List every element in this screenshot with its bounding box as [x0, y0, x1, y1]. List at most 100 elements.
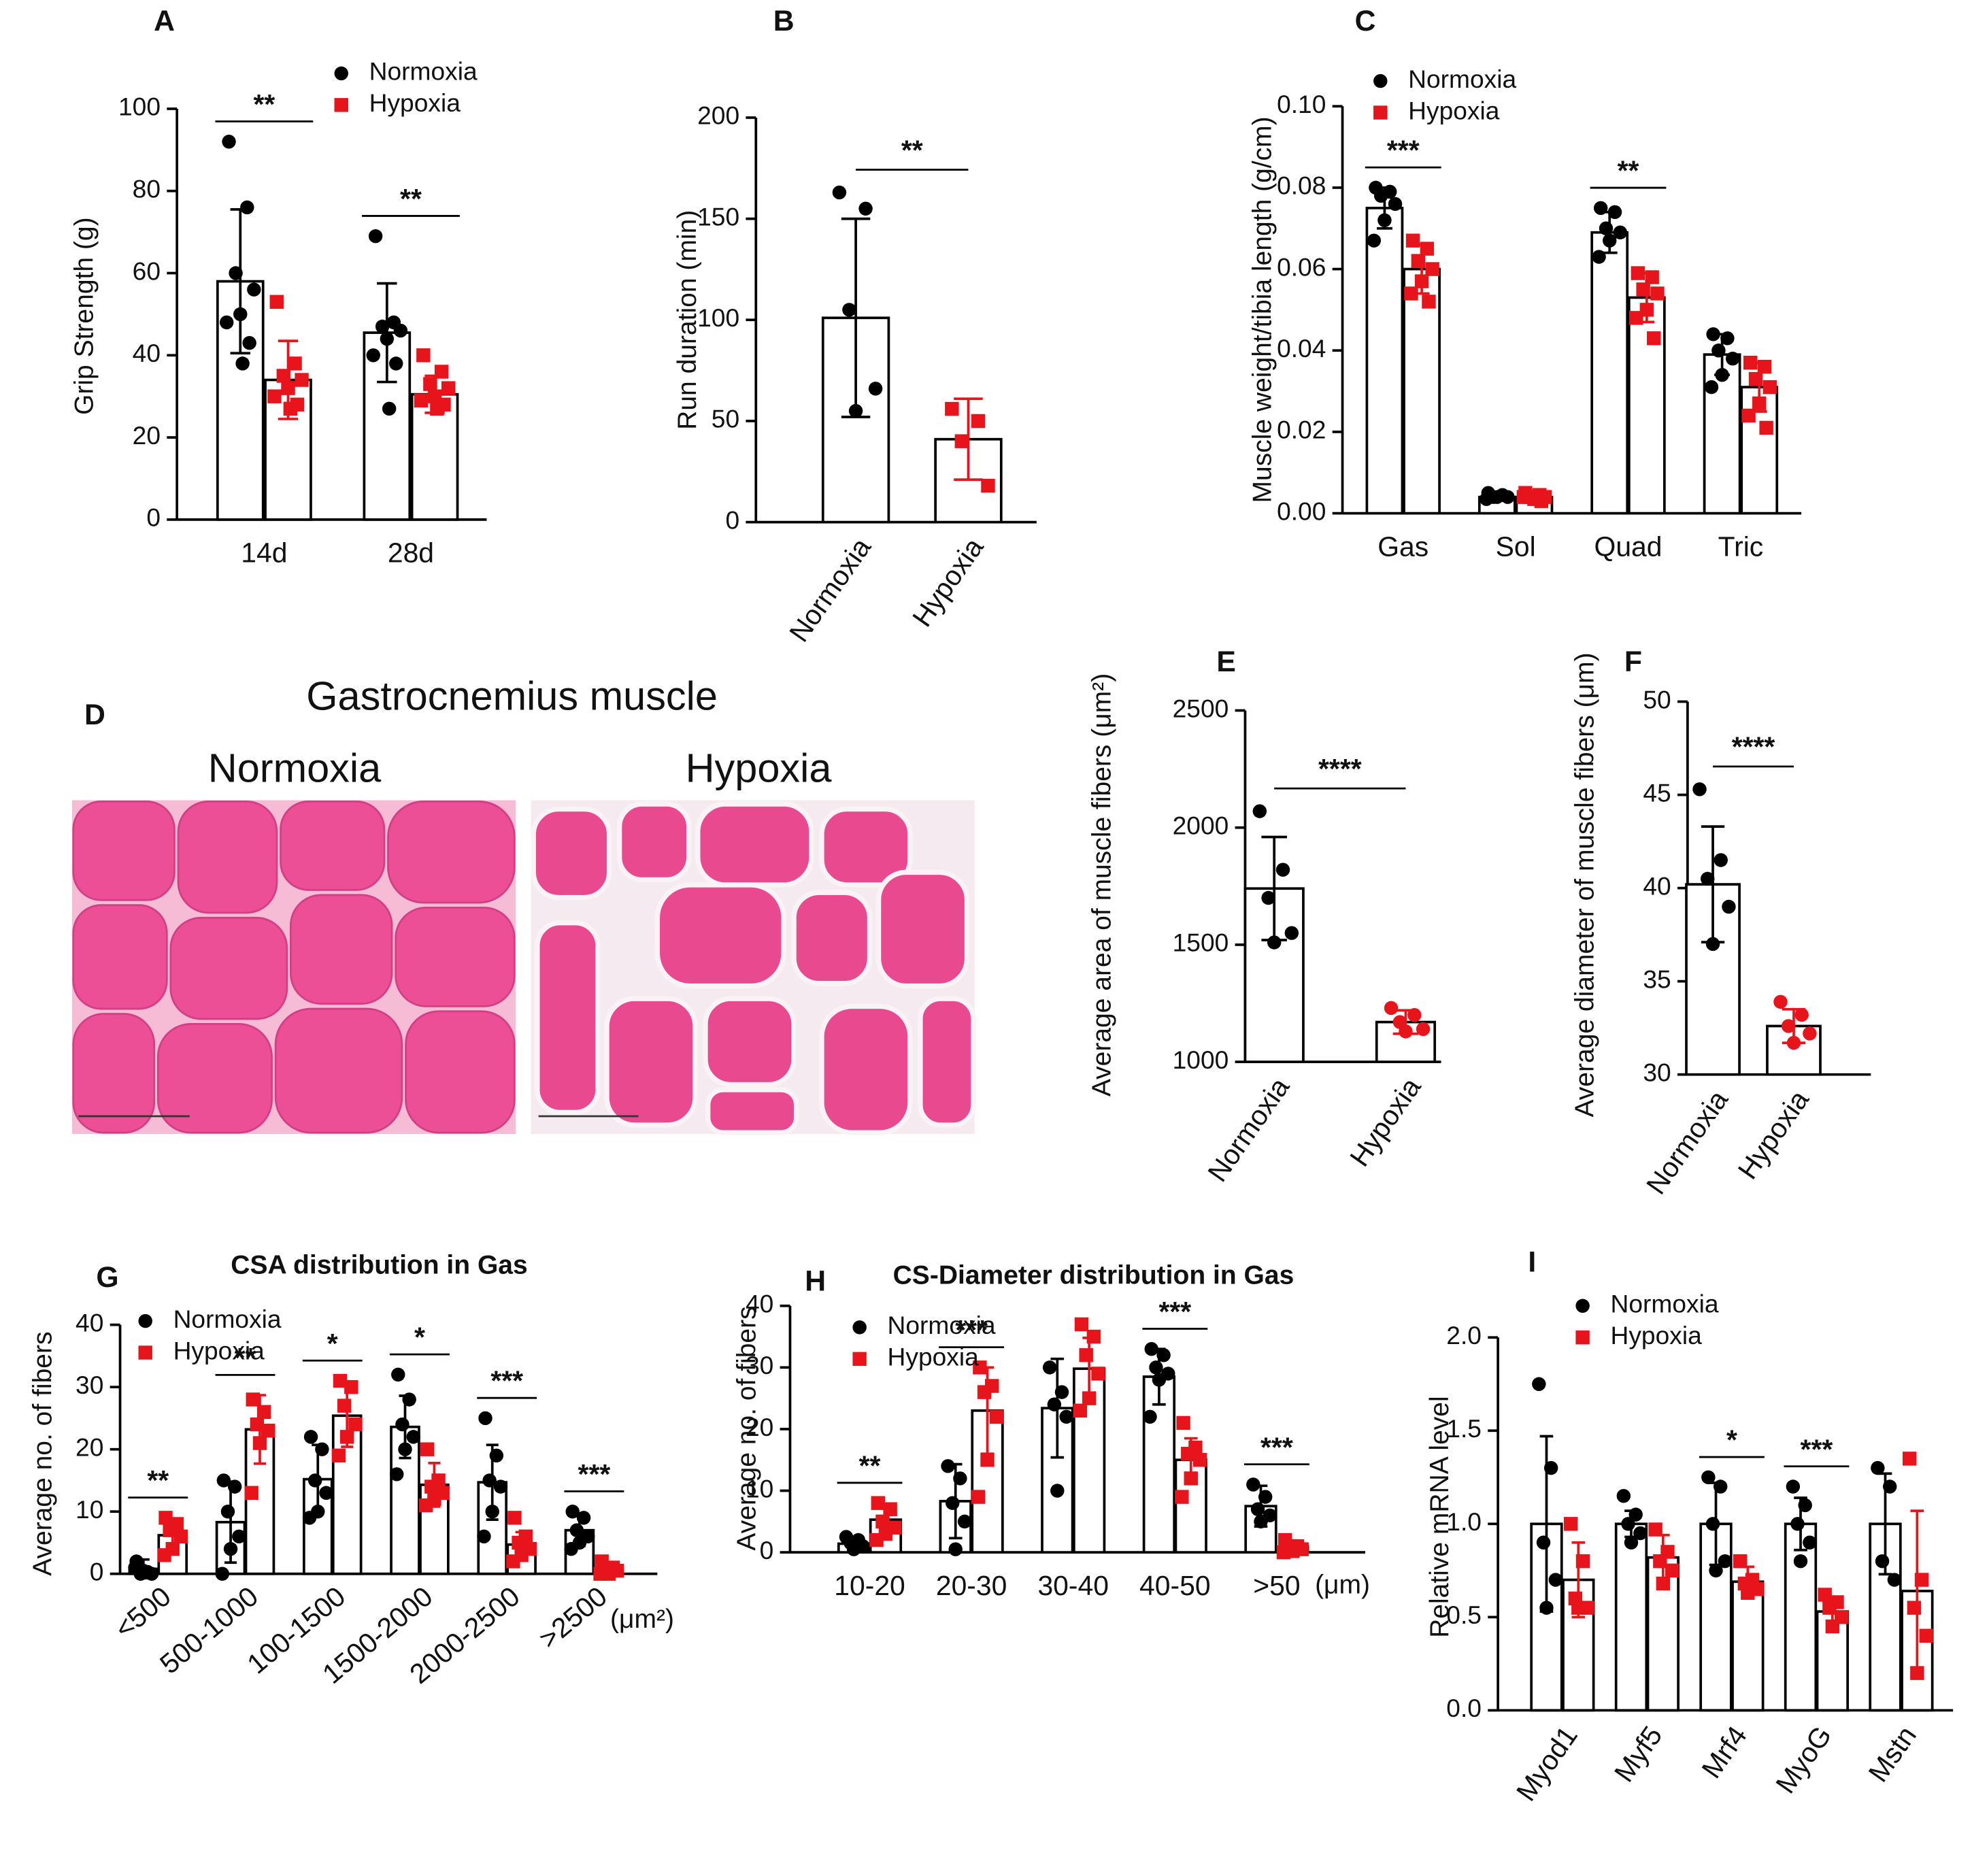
panel-letter: A — [154, 5, 175, 37]
data-point — [240, 200, 254, 215]
data-point — [1902, 1452, 1917, 1466]
significance-label: ** — [901, 134, 923, 165]
data-point — [1175, 1490, 1189, 1504]
data-point — [1639, 303, 1654, 317]
data-point — [1086, 1329, 1101, 1344]
data-point — [232, 1529, 246, 1544]
y-tick-label: 30 — [76, 1371, 103, 1399]
y-tick-label: 0.00 — [1277, 497, 1326, 525]
panel-letter: E — [1216, 646, 1236, 678]
y-tick-label: 0.08 — [1277, 171, 1326, 200]
y-axis-label: Grip Strength (g) — [70, 217, 99, 415]
data-point — [1907, 1601, 1922, 1615]
data-point — [1602, 233, 1617, 248]
data-point — [1773, 994, 1788, 1009]
legend-label: Normoxia — [888, 1311, 996, 1339]
data-point — [1261, 890, 1275, 905]
data-point — [1607, 205, 1622, 220]
data-point — [1082, 1391, 1097, 1405]
x-tick-label: Mrf4 — [1695, 1720, 1753, 1783]
data-point — [1176, 1416, 1190, 1430]
data-point — [252, 1436, 267, 1450]
bar — [1365, 206, 1404, 515]
data-point — [1645, 270, 1659, 284]
significance-label: *** — [1387, 135, 1420, 166]
data-point — [1722, 899, 1736, 914]
chart-title: CSA distribution in Gas — [231, 1250, 527, 1279]
data-point — [1074, 1317, 1089, 1332]
legend-label: Normoxia — [1408, 65, 1516, 93]
data-point — [276, 369, 291, 383]
data-point — [565, 1504, 580, 1519]
legend-marker — [1575, 1299, 1590, 1313]
y-axis-label: Average no. of fibers — [28, 1332, 57, 1576]
data-point — [1818, 1588, 1832, 1602]
data-point — [250, 1417, 265, 1432]
data-point — [1184, 1471, 1198, 1486]
data-point — [261, 1424, 275, 1438]
data-point — [302, 1511, 317, 1525]
data-point — [1534, 494, 1549, 508]
data-point — [222, 135, 236, 149]
data-point — [1887, 1573, 1902, 1587]
data-point — [1650, 286, 1665, 301]
data-point — [1762, 380, 1777, 395]
significance-label: * — [414, 1322, 425, 1353]
data-point — [315, 1442, 329, 1456]
data-point — [842, 303, 856, 317]
legend-marker — [1575, 1330, 1590, 1345]
legend-label: Hypoxia — [369, 88, 461, 117]
y-tick-label: 60 — [133, 256, 161, 285]
data-point — [344, 1379, 358, 1394]
histology-hypoxia — [531, 800, 976, 1135]
significance-label: *** — [578, 1458, 611, 1490]
x-tick-label: 20-30 — [936, 1570, 1007, 1601]
data-point — [1741, 408, 1756, 423]
y-tick-label: 40 — [1643, 871, 1671, 900]
data-point — [869, 1532, 884, 1547]
data-point — [1624, 1535, 1639, 1550]
data-point — [1715, 367, 1729, 382]
bar — [1731, 1580, 1765, 1712]
data-point — [216, 1473, 231, 1488]
data-point — [1803, 1535, 1817, 1550]
data-point — [1050, 1484, 1065, 1498]
y-tick-label: 30 — [746, 1351, 773, 1379]
significance-label: * — [1726, 1424, 1737, 1456]
data-point — [1420, 241, 1435, 256]
data-point — [233, 307, 248, 322]
data-point — [269, 295, 284, 309]
y-axis-label: Muscle weight/tibia length (g/cm) — [1248, 116, 1277, 503]
data-point — [1822, 1601, 1837, 1615]
bar — [1614, 1522, 1648, 1712]
data-point — [1718, 1554, 1733, 1569]
data-point — [946, 1496, 960, 1510]
y-tick-label: 1000 — [1173, 1045, 1229, 1074]
chart-panel: F Average diameter of muscle fibers (μm) 3… — [1571, 646, 1871, 1200]
data-point — [1416, 1022, 1431, 1037]
data-point — [1144, 1341, 1158, 1356]
data-point — [980, 1453, 995, 1467]
data-point — [989, 1409, 1004, 1424]
y-tick-label: 10 — [76, 1495, 103, 1524]
panel-d: D Gastrocnemius muscle Normoxia Hypoxia — [71, 673, 976, 1135]
data-point — [1042, 1360, 1057, 1375]
significance-label: ** — [400, 183, 422, 214]
significance-label: ** — [147, 1464, 169, 1496]
panel-letter: G — [96, 1261, 118, 1294]
data-point — [1752, 396, 1767, 411]
data-point — [1633, 1526, 1648, 1541]
chart-panel: I Relative mRNA level 0.0 0.5 1.0 1.5 2.0 Myod1… — [1425, 1246, 1954, 1807]
y-tick-label: 0 — [760, 1536, 774, 1564]
data-point — [424, 1479, 439, 1494]
data-point — [1252, 804, 1267, 818]
data-point — [434, 365, 449, 379]
y-tick-label: 1.0 — [1446, 1507, 1482, 1536]
data-point — [1275, 862, 1290, 877]
x-tick-label: Myod1 — [1510, 1720, 1584, 1807]
data-point — [418, 1498, 433, 1513]
y-tick-label: 40 — [76, 1308, 103, 1337]
data-point — [1592, 250, 1606, 264]
data-point — [339, 1430, 354, 1444]
y-axis-label: Average area of muscle fibers (μm²) — [1088, 673, 1117, 1096]
